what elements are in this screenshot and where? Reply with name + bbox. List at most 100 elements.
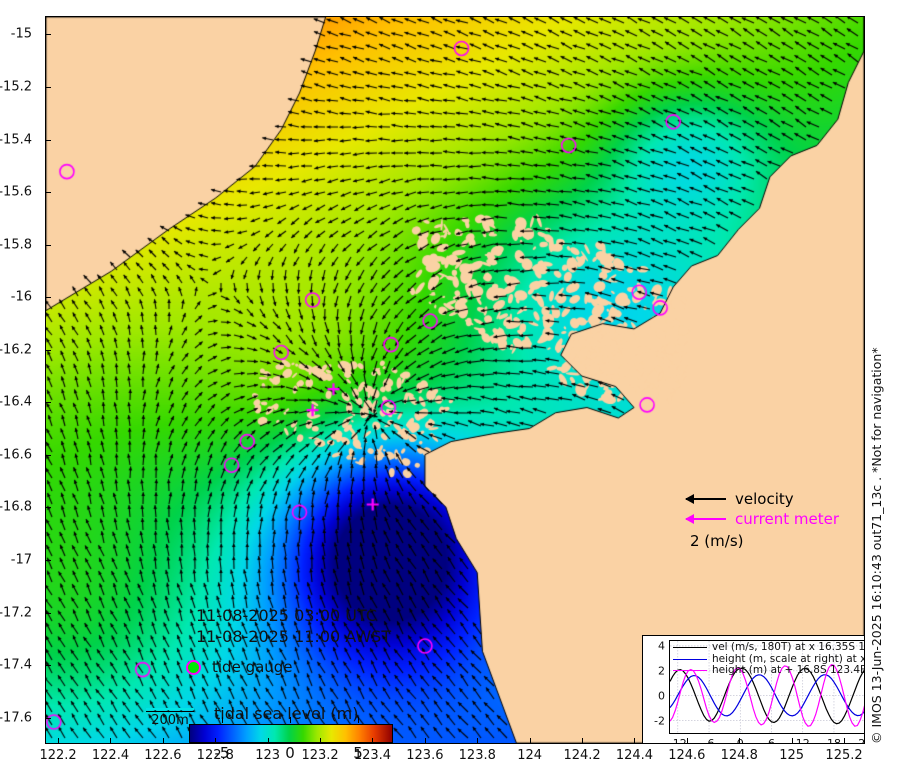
longitude-tick-label: 123.2	[301, 748, 339, 763]
latitude-tick-mark	[45, 717, 51, 719]
latitude-tick-label: -15.6	[0, 184, 32, 200]
latitude-tick-label: -15.2	[0, 79, 32, 95]
latitude-tick-mark	[45, 192, 51, 194]
inset-legend-line-blue	[673, 658, 707, 660]
colorbar-tick-mark	[290, 717, 291, 723]
longitude-tick-mark	[267, 738, 269, 744]
colorbar-title: tidal sea level (m)	[214, 704, 359, 723]
longitude-tick-label: 122.6	[144, 748, 182, 763]
credit-text: © IMOS 13-Jun-2025 16:10:43 out71_13c . …	[869, 16, 897, 744]
longitude-tick-mark	[844, 738, 846, 744]
inset-legend-label-1: height (m, scale at right) at x	[712, 652, 865, 665]
inset-legend-item-height: height (m) at + 16.8S 123.4E	[673, 664, 865, 677]
latitude-tick-mark	[45, 244, 51, 246]
latitude-tick-label: -15	[10, 26, 32, 42]
inset-legend-line-black	[673, 647, 707, 649]
latitude-tick-label: -16.6	[0, 447, 32, 463]
inset-legend: vel (m/s, 180T) at x 16.35S 123.25E heig…	[673, 641, 865, 677]
inset-ytick-left: -2	[654, 714, 665, 728]
latitude-tick-mark	[45, 560, 51, 562]
longitude-tick-label: 122.4	[91, 748, 130, 763]
latitude-tick-label: -15.4	[0, 132, 32, 148]
latitude-tick-mark	[45, 139, 51, 141]
inset-xtick: -6	[703, 737, 715, 744]
latitude-tick-mark	[45, 297, 51, 299]
longitude-tick-mark	[739, 738, 741, 744]
colorbar-tick-label: 0	[285, 744, 295, 762]
longitude-tick-label: 124	[517, 748, 543, 763]
longitude-tick-label: 124.6	[668, 748, 706, 763]
longitude-tick-mark	[477, 738, 479, 744]
velocity-scale-label: 2 (m/s)	[690, 532, 744, 550]
longitude-tick-mark	[110, 738, 112, 744]
longitude-tick-label: 124.2	[563, 748, 601, 763]
longitude-tick-label: 125.2	[825, 748, 863, 763]
longitude-tick-mark	[424, 738, 426, 744]
latitude-tick-label: -15.8	[0, 237, 32, 253]
longitude-tick-mark	[58, 738, 60, 744]
longitude-tick-label: 123.8	[458, 748, 496, 763]
inset-series-2	[670, 663, 864, 727]
colorbar-gradient	[189, 724, 393, 743]
longitude-tick-mark	[529, 738, 531, 744]
longitude-tick-label: 124.8	[720, 748, 758, 763]
map-plot-area[interactable]: 11-08-2025 03:00 UTC 11-08-2025 11:00 AW…	[45, 16, 865, 744]
inset-series-1	[670, 674, 864, 717]
velocity-arrow-icon	[685, 494, 726, 504]
latitude-tick-mark	[45, 665, 51, 667]
velocity-key-label: velocity	[735, 490, 794, 508]
inset-xtick: -12	[668, 737, 687, 744]
longitude-tick-mark	[372, 738, 374, 744]
latitude-tick-label: -17	[10, 552, 32, 568]
inset-legend-line-magenta	[673, 670, 707, 672]
latitude-tick-mark	[45, 402, 51, 404]
current-meter-arrow-icon	[685, 514, 726, 524]
longitude-tick-label: 122.8	[196, 748, 234, 763]
timestamp-local: 11-08-2025 11:00 AWST	[196, 627, 392, 646]
longitude-tick-label: 123.6	[406, 748, 444, 763]
latitude-tick-mark	[45, 86, 51, 88]
longitude-tick-mark	[686, 738, 688, 744]
longitude-tick-label: 122.2	[39, 748, 77, 763]
inset-legend-item-velocity: vel (m/s, 180T) at x 16.35S 123.25E	[673, 641, 865, 654]
inset-ytick-left: 2	[658, 664, 665, 678]
tidal-sea-level-field	[46, 17, 864, 743]
scale-bar-line	[146, 708, 194, 710]
scale-bar: 200m	[146, 708, 194, 728]
inset-legend-label-2: height (m) at + 16.8S 123.4E	[712, 664, 865, 676]
tide-gauge-label: tide gauge	[212, 658, 293, 676]
scale-bar-label: 200m	[146, 711, 194, 728]
longitude-tick-label: 124.4	[615, 748, 654, 763]
latitude-tick-mark	[45, 507, 51, 509]
current-meter-key-label: current meter	[735, 510, 839, 528]
inset-ytick-left: 4	[658, 639, 665, 653]
inset-ytick-left: 0	[658, 689, 665, 703]
latitude-tick-mark	[45, 34, 51, 36]
longitude-tick-label: 123	[255, 748, 281, 763]
longitude-tick-label: 123.4	[353, 748, 392, 763]
current-meter-key-row: current meter	[685, 509, 839, 529]
latitude-tick-label: -16.4	[0, 394, 32, 410]
velocity-key-row: velocity	[685, 489, 839, 509]
inset-series-0	[670, 667, 864, 725]
longitude-tick-mark	[320, 738, 322, 744]
colorbar-tick-label: 5	[353, 744, 363, 762]
inset-xtick: 12	[795, 737, 810, 744]
inset-xtick: 6	[768, 737, 775, 744]
timeseries-inset-chart[interactable]: vel (m/s, 180T) at x 16.35S 123.25E heig…	[642, 635, 865, 744]
timestamp-block: 11-08-2025 03:00 UTC 11-08-2025 11:00 AW…	[196, 605, 391, 647]
colorbar-tick-mark	[222, 717, 223, 723]
inset-legend-label-0: vel (m/s, 180T) at x 16.35S 123.25E	[712, 641, 865, 653]
longitude-tick-mark	[162, 738, 164, 744]
latitude-tick-mark	[45, 612, 51, 614]
longitude-tick-mark	[582, 738, 584, 744]
inset-xtick: 18	[826, 737, 841, 744]
tide-gauge-marker-icon	[186, 659, 201, 675]
latitude-tick-label: -17.2	[0, 605, 32, 621]
longitude-tick-mark	[634, 738, 636, 744]
tide-gauge-legend: tide gauge	[186, 658, 293, 676]
credit-label: © IMOS 13-Jun-2025 16:10:43 out71_13c . …	[869, 347, 884, 744]
latitude-tick-label: -17.6	[0, 710, 32, 726]
latitude-tick-label: -17.4	[0, 657, 32, 673]
